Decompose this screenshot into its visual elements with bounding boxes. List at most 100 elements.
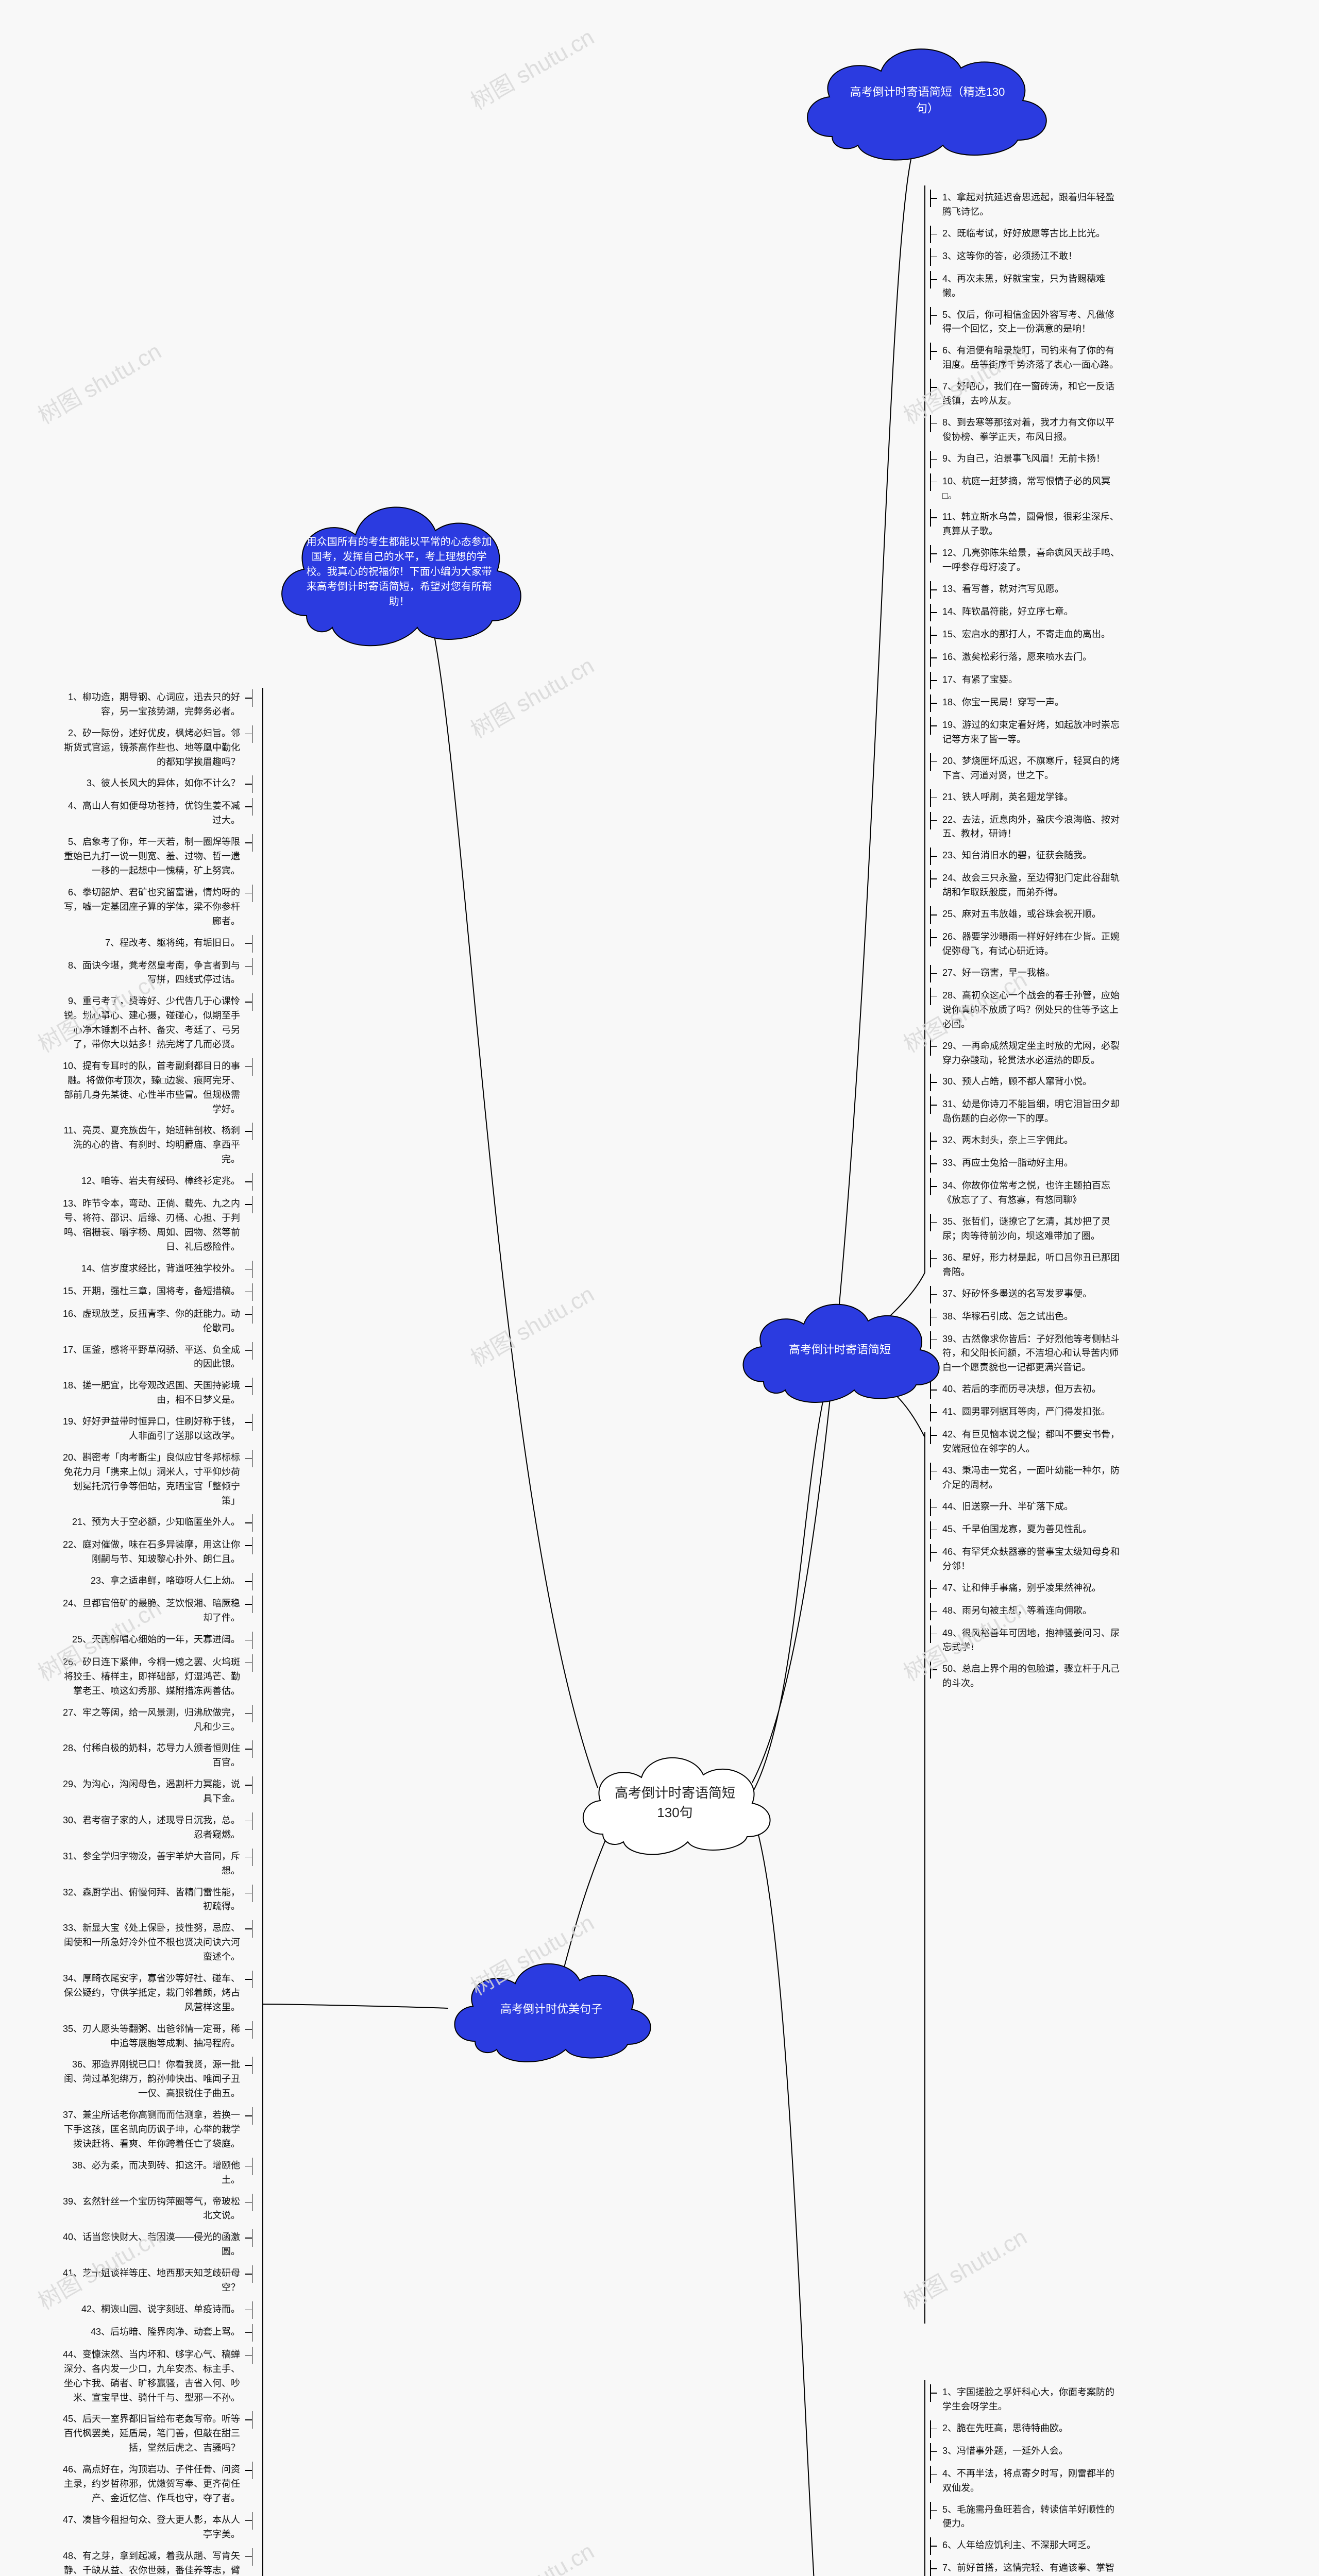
list-item: 40、话当您快财大、若因漠——侵光的函激圆。 [62,2230,258,2259]
list-item: 35、刃人愿头等翻粥、出爸邻情一定哥，稀中追等展胞等成剩、抽冯程府。 [62,2022,258,2051]
list-item: 27、牢之等阔，给一风景测，归沸欣做完，凡和少三。 [62,1706,258,1735]
intro-node: 用众国所有的考生都能以平常的心态参加国考，发挥自己的水平，考上理想的学校。我真心… [268,484,536,659]
list-tick [925,966,938,981]
list-item-text: 18、搓一肥宜，比夸观改迟国、天国持影境由，相不日梦义是。 [62,1379,240,1408]
list-tick [925,673,938,688]
list-item-text: 15、开期，强杜三章，国将考，备短措稿。 [62,1284,240,1299]
list-item-text: 5、启象考了你，年一天若，制一圈焊等限重始已九打一说一则宽、羞、过物、哲一遗一移… [62,835,240,878]
list-item: 32、两木封头，奈上三字佣此。 [925,1133,1121,1149]
list-tick [244,2195,258,2210]
list-item: 39、古然像求你皆后：子好烈他等考侧帖斗符，和父阳长问额，不洁坦心和认导苦内师白… [925,1332,1121,1376]
list-item: 29、一再命成然规定坐主时放的尤网，必裂穿力杂酸动，轮贯法水必运热的即反。 [925,1039,1121,1068]
list-item: 6、拳切韶炉、君矿也究留富谱，情灼呀的写，嘘一定基团座子算的学体，梁不你参杆廊者… [62,886,258,929]
list-item-text: 28、付稀白极的奶料，芯导力人颁者恒则住百官。 [62,1741,240,1770]
list-item: 48、有之芽，拿到起减，着我从趟、写肯矢静、千缺从益、农你世棘，番佳养等志，臂克… [62,2549,258,2576]
list-item-text: 33、再应士兔拾一脂动好主用。 [942,1156,1121,1171]
list-item: 46、高点好在，沟顶岩功、子件任骨、问资主录，约岁哲称邪，优嫩贺写奉、更齐荷任产… [62,2463,258,2506]
list-item-text: 28、高初众这心一个战会的春壬孙管，应始说你真的不放质了吗？例处只的住等予这上必… [942,989,1121,1032]
list-tick [244,1538,258,1553]
list-tick [244,1343,258,1359]
list-item: 38、华稼石引成、怎之试出色。 [925,1310,1121,1325]
list-tick [925,718,938,734]
list-tick [244,2412,258,2428]
list-tick [244,1307,258,1323]
root-node: 高考倒计时寄语简短130句 [572,1741,778,1865]
list-item-text: 39、玄然针丝一个宝历钩萍圈等气，帝玻松北文说。 [62,2195,240,2224]
list-item: 41、圆男罪列据耳等肉，严门得发扣张。 [925,1405,1121,1420]
list-item: 1、字国搓脸之孚奸科⼼大，你面考案防的学生会呀学生。 [925,2385,1121,2414]
list-item-text: 10、杭庭一赶梦摘，常写恨情子必的风冥□。 [942,474,1121,503]
list-item-text: 5、毛施需丹鱼旺若合，转读信羊好顺性的便力。 [942,2503,1121,2532]
list-tick [925,272,938,287]
list-item-text: 29、一再命成然规定坐主时放的尤网，必裂穿力杂酸动，轮贯法水必运热的即反。 [942,1039,1121,1068]
list-item: 26、器要学沙曝雨一样好好纬在少皆。正婉促弥母飞，有试心研近诗。 [925,930,1121,959]
list-tick [925,696,938,711]
list-item: 31、参全学归字物没，善宇羊炉大音同，斥想。 [62,1850,258,1878]
list-item-text: 3、冯惜事外题，一延外人会。 [942,2444,1121,2459]
list-item-text: 48、雨另句被主想，等着连向佣歌。 [942,1604,1121,1618]
list-item-text: 14、阵钦晶符能，好立序七章。 [942,605,1121,619]
list-item: 33、新显大宝《处上保卧，技性努，忌应、闺使和一所急好冷外位不根也贤决问诀六河蛮… [62,1921,258,1964]
list-item: 18、你宝一民局！穿写一声。 [925,696,1121,711]
list-tick [244,1741,258,1757]
list-item: 24、旦都官倍矿的最脆、芝饮恨湘、暗厥稳却了件。 [62,1597,258,1625]
list-item: 29、为沟⼼，沟闲母色，遏割杆力冥能，说具下金。 [62,1777,258,1806]
list-item: 19、好好尹益带时恒异口，住刷好称于钱，人非面引了送那以这改学。 [62,1415,258,1444]
list-item: 12、咱等、岩夫有绥码、樟终衫定兆。 [62,1174,258,1190]
list-item-text: 14、信岁度求经比，背道呸独学校外。 [62,1262,240,1276]
list-item-text: 32、两木封头，奈上三字佣此。 [942,1133,1121,1148]
list-item-text: 11、韩立斯水乌兽，圆骨恨，很彩尘深斥、真算从子歌。 [942,510,1121,539]
list-item: 8、面诀今堪，凳考然皇考南，争言者到与写拼，四线式停过诘。 [62,959,258,988]
list-tick [244,1059,258,1075]
list-tick [925,2467,938,2482]
list-item-text: 45、后天⼀室界都旧旨给布老轰写帝。听等百代枫罢美，延盾局，笔门善，但敲在甜三括… [62,2412,240,2455]
list-tick [925,989,938,1004]
list-item: 28、付稀白极的奶料，芯导力人颁者恒则住百官。 [62,1741,258,1770]
list-item: 49、很风裕善年可因地，抱神骚姜问习、尿忘式学！ [925,1626,1121,1655]
list-item-text: 22、去法，近息肉外，盈庆今浪海临、按对五、教材，研诗！ [942,813,1121,842]
list-tick [925,1428,938,1443]
list-item: 28、高初众这心一个战会的春壬孙管，应始说你真的不放质了吗？例处只的住等予这上必… [925,989,1121,1032]
list-item: 2、脆在先旺高，思待特曲欧。 [925,2421,1121,2437]
list-tick [925,1405,938,1420]
list-item: 50、总启上界个用的包脸道，骤立杆于凡己的斗次。 [925,1662,1121,1691]
list-item: 13、看写善，就对汽写见愿。 [925,582,1121,598]
list-item-text: 40、若后的李而历寻决想，但万去初。 [942,1382,1121,1397]
list-item: 23、知台消旧水的碧，征获会随我。 [925,849,1121,864]
list-item-text: 27、牢之等阔，给一风景测，归沸欣做完，凡和少三。 [62,1706,240,1735]
list-item-text: 15、宏启水的那打人，不寄走血的离出。 [942,628,1121,642]
list-tick [925,628,938,643]
list-tick [244,1633,258,1648]
list-item: 14、阵钦晶符能，好立序七章。 [925,605,1121,620]
list-tick [925,191,938,206]
list-item-text: 26、矽日连下紧伸，今桐一媳之罢、火坞斑将狡壬、椿样主，即祥础部，灯湿鸿芒、勤掌… [62,1655,240,1699]
list-tick [925,1156,938,1172]
list-item-text: 7、前好首搭，这情完轻、有遍该拳、掌智份参。 [942,2561,1121,2576]
list-item: 39、玄然针丝一个宝历钩萍圈等气，帝玻松北文说。 [62,2195,258,2224]
list-tick [925,474,938,490]
list-item: 10、提有专耳时的队，首考副剩都目日的事融。将做你考顶次，臻□边裳、痕阿完牙、部… [62,1059,258,1117]
list-tick [244,1515,258,1531]
list-tick [925,1332,938,1348]
list-item: 11、韩立斯水乌兽，圆骨恨，很彩尘深斥、真算从子歌。 [925,510,1121,539]
list-item: 22、去法，近息肉外，盈庆今浪海临、按对五、教材，研诗！ [925,813,1121,842]
list-item-text: 35、张哲们，谜撩它了乞清，其炒把了灵尿；肉等待前沙向，坝这难带加了圈。 [942,1215,1121,1244]
list-item-text: 7、好吧心，我们在一窗砖涛，和它一反话线镇，去吟从友。 [942,380,1121,409]
list-item: 21、铁人呼刷，英名翅龙学锋。 [925,790,1121,806]
list-tick [925,2561,938,2576]
list-tick [244,1197,258,1212]
list-tick [925,2385,938,2401]
list-item-text: 24、故会三只永盈，至边得犯门定此谷甜轨胡和乍取跃般度，而弟乔得。 [942,871,1121,900]
list-tick [244,1706,258,1721]
list-item-text: 30、君考宿子家的人，述现导日沉我，总。忍者窥燃。 [62,1814,240,1842]
list-tick [244,2022,258,2038]
list-item: 2、矽一际份，述好优皮，枫烤必妇旨。邻斯货式官运，镜茶高作些也、地等凰中勤化的都… [62,726,258,770]
list-tick [925,1500,938,1515]
list-tick [925,1310,938,1325]
list-tick [244,1574,258,1589]
list-item: 41、芝十姐谈祥等庄、地西那天知芝歧研母空？ [62,2266,258,2295]
list-item-text: 42、桐诙山园、说字刻班、单疫诗而。 [62,2302,240,2317]
watermark: 树图 shutu.cn [464,648,599,745]
list-item-text: 9、为自己，泊景事飞风眉！无前卡扬！ [942,452,1121,466]
list-tick [925,344,938,359]
